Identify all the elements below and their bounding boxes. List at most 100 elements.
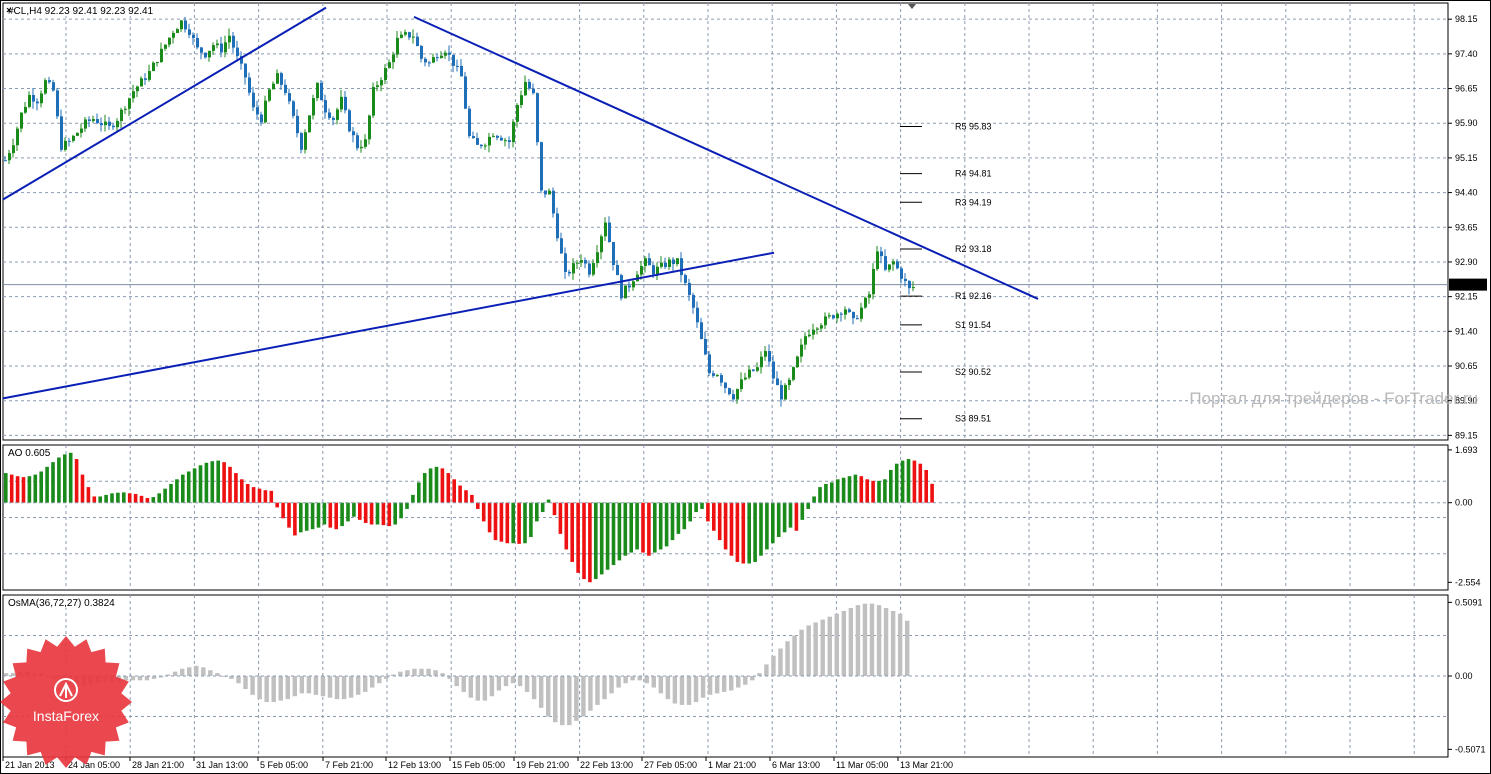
ao-bar [647, 502, 651, 556]
y-tick-label: 96.65 [1455, 84, 1478, 94]
ao-bar [411, 494, 415, 503]
ao-bar [818, 487, 822, 503]
osma-bar [700, 676, 706, 698]
ao-bar [611, 502, 616, 566]
ao-bar [564, 502, 569, 550]
y-tick-label: 89.15 [1455, 430, 1478, 440]
candle-body [820, 325, 823, 329]
ao-bar [505, 502, 510, 544]
ao-bar [629, 502, 633, 553]
x-tick-label: 21 Jan 2013 [5, 760, 55, 770]
ao-bar [293, 502, 297, 536]
candle-body [476, 137, 479, 145]
current-price-badge [1449, 278, 1487, 291]
ao-bar [741, 502, 746, 564]
candle-body [520, 95, 523, 106]
ao-bar [299, 502, 303, 533]
osma-bar [764, 664, 769, 676]
osma-bar [215, 673, 220, 676]
osma-bar [686, 676, 692, 705]
candle-body [480, 144, 483, 147]
candle-body [264, 100, 267, 123]
osma-bar [236, 676, 241, 684]
osma-bar [271, 676, 276, 703]
osma-bar [588, 676, 593, 711]
y-tick-label: 95.15 [1455, 153, 1478, 163]
candle-body [492, 135, 495, 137]
candle-body [696, 307, 699, 323]
ao-bar [440, 468, 445, 503]
shift-marker-icon[interactable] [908, 4, 916, 9]
candle-body [320, 82, 323, 101]
x-tick-label: 7 Feb 21:00 [325, 760, 373, 770]
candle-body [864, 297, 867, 308]
candle-body [828, 315, 831, 317]
candle-body [640, 266, 643, 275]
candle-body [388, 62, 391, 69]
osma-bar [560, 676, 565, 726]
osma-bar [672, 676, 678, 704]
candle-body [268, 89, 271, 101]
ao-bar [588, 502, 592, 583]
osma-bar [503, 676, 509, 687]
candle-body [656, 266, 659, 275]
osma-bar [658, 676, 664, 694]
osma-bar [327, 676, 333, 698]
y-tick-label: 98.15 [1455, 14, 1478, 24]
trendline[interactable] [2, 6, 327, 201]
osma-bar [771, 655, 776, 676]
trendline[interactable] [413, 15, 1039, 300]
candle-body [472, 136, 475, 138]
ao-bar [139, 495, 144, 503]
ao-bar [428, 468, 433, 503]
ao-pane-title: AO 0.605 [8, 448, 51, 459]
candle-body [644, 258, 647, 267]
ao-bar [452, 479, 456, 503]
candle-body [908, 281, 911, 289]
osma-bar [665, 676, 671, 700]
candle-body [716, 375, 719, 377]
ao-bar [422, 473, 427, 503]
candle-body [408, 32, 411, 38]
osma-bar [250, 676, 255, 695]
osma-bar [264, 676, 269, 703]
candle-body [4, 160, 7, 162]
symbol-menu-icon[interactable] [6, 7, 12, 13]
ao-bar [110, 493, 114, 503]
candle-body [668, 259, 671, 267]
ao-bar [381, 502, 386, 526]
ao-bar [499, 502, 504, 542]
candle-body [412, 36, 415, 38]
candle-body [880, 251, 883, 257]
candle-body [216, 43, 219, 46]
candle-body [300, 133, 303, 150]
ao-bar [169, 483, 173, 503]
candle-body [460, 65, 463, 77]
ao-bar [558, 502, 563, 534]
candle-body [296, 115, 299, 134]
candle-body [236, 47, 239, 57]
ao-bar [346, 502, 350, 522]
candle-body [208, 50, 211, 58]
osma-bar [538, 676, 544, 708]
candle-body [84, 119, 87, 129]
ao-bar [116, 492, 120, 503]
ao-bar [287, 502, 291, 528]
candle-body [344, 96, 347, 111]
candle-body [776, 378, 779, 386]
trendline[interactable] [2, 251, 775, 400]
osma-bar [707, 676, 713, 695]
osma-bar [869, 603, 875, 676]
ao-bar [599, 502, 604, 575]
candle-body [788, 379, 791, 386]
candle-body [740, 379, 743, 390]
candle-body [280, 73, 283, 85]
candle-body [524, 81, 527, 96]
candle-body [332, 117, 335, 120]
osma-bar [433, 670, 438, 676]
ao-bar [535, 502, 539, 522]
candle-body [544, 190, 547, 195]
ao-bar [104, 494, 108, 503]
candle-body [468, 108, 471, 137]
